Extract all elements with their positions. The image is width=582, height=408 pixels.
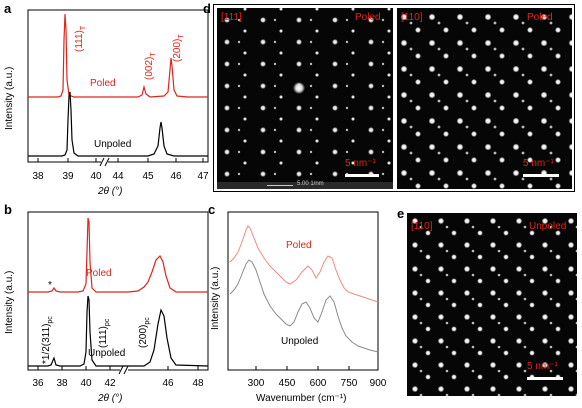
panel-d-left-scalebar xyxy=(345,174,379,177)
panel-d-right-state: Poled xyxy=(527,12,553,23)
panel-b-axis-break xyxy=(118,365,124,375)
panel-b-star: * xyxy=(48,280,52,291)
panel-a-xtick: 38 xyxy=(32,171,44,182)
panel-c-ylabel: Intensity (a.u.) xyxy=(210,266,221,330)
panel-a-label: a xyxy=(4,1,12,16)
panel-e-spots xyxy=(407,213,577,396)
panel-b-poled-label: Poled xyxy=(86,268,112,279)
panel-a-axis-break xyxy=(104,157,110,167)
panel-b-axis-break xyxy=(123,365,129,375)
panel-a-peak-111: (111)T xyxy=(74,25,87,52)
panel-b-peak-200: (200)pc xyxy=(138,317,151,348)
panel-b-xtick: 42 xyxy=(104,378,116,389)
panel-a-axis-break-gap xyxy=(101,159,108,165)
panel-c-xtick: 450 xyxy=(278,378,296,389)
panel-d-left-state: Poled xyxy=(355,12,381,23)
panel-a-unpoled-label: Unpoled xyxy=(94,139,132,150)
panel-b-frame xyxy=(27,211,209,371)
panel-d-right-scalebar-label: 5 nm⁻¹ xyxy=(523,158,554,169)
panel-b-unpoled-trace xyxy=(28,295,209,367)
panel-d-right-scalebar xyxy=(523,174,559,177)
panel-d-right-spots xyxy=(397,8,572,189)
panel-d-left-spots xyxy=(217,8,393,189)
panel-d-left-scalebar-label: 5 nm⁻¹ xyxy=(345,158,376,169)
panel-a-poled-label: Poled xyxy=(90,78,116,89)
panel-e-label: e xyxy=(397,206,405,221)
panel-a-xtick: 45 xyxy=(142,171,154,182)
panel-c-ticks xyxy=(255,366,379,370)
panel-e-zone: [110] xyxy=(411,221,433,232)
panel-c-frame xyxy=(227,211,379,371)
panel-a-unpoled-trace xyxy=(28,91,208,157)
panel-c-xtick: 300 xyxy=(247,378,265,389)
panel-a-xtick: 40 xyxy=(90,171,102,182)
panel-d-microscope-scale-label: 5.00 1/nm xyxy=(297,181,324,187)
panel-d-diffraction-left: [111] Poled 5 nm⁻¹ 5.00 1/nm xyxy=(217,8,393,189)
panel-b-xtick: 46 xyxy=(162,378,174,389)
panel-c-poled-trace xyxy=(229,225,379,303)
panel-d-frame xyxy=(213,4,575,192)
panel-b-peak-311: *1/2(311)pc xyxy=(41,316,54,364)
panel-a-xlabel: 2θ (°) xyxy=(98,186,123,197)
panel-b-xtick: 38 xyxy=(56,378,68,389)
panel-a-axis-break xyxy=(99,157,105,167)
panel-d-left-zone: [111] xyxy=(221,12,242,23)
panel-b-poled-trace xyxy=(28,217,208,293)
panel-a-xtick: 46 xyxy=(170,171,182,182)
panel-c-unpoled-trace xyxy=(229,259,379,353)
panel-e-state: Unpoled xyxy=(529,221,567,232)
panel-c-unpoled-label: Unpoled xyxy=(281,336,319,347)
panel-e-diffraction: [110] Unpoled 5 nm⁻¹ xyxy=(407,213,577,396)
panel-e-scalebar xyxy=(527,377,563,380)
panel-d-microscope-scale: 5.00 1/nm xyxy=(217,181,393,189)
panel-b-peak-111: (111)pc xyxy=(98,318,111,348)
panel-d-label: d xyxy=(203,1,211,16)
panel-b-plot xyxy=(27,211,209,375)
panel-b-axis-break-gap xyxy=(120,367,128,373)
panel-c-label: c xyxy=(208,202,216,217)
panel-b-xtick: 36 xyxy=(32,378,44,389)
panel-c-xtick: 600 xyxy=(309,378,327,389)
panel-b-xtick: 40 xyxy=(80,378,92,389)
panel-a-xtick: 47 xyxy=(197,171,209,182)
panel-d-diffraction-right: [110] Poled 5 nm⁻¹ xyxy=(397,8,572,189)
panel-a-xtick: 44 xyxy=(112,171,124,182)
panel-b-unpoled-label: Unpoled xyxy=(88,348,126,359)
panel-c-xlabel: Wavenumber (cm⁻¹) xyxy=(256,393,347,404)
panel-b-ticks xyxy=(37,366,199,370)
panel-d-right-zone: [110] xyxy=(401,12,423,23)
panel-b-xtick: 48 xyxy=(192,378,204,389)
panel-a-xtick: 39 xyxy=(62,171,74,182)
panel-b-xlabel: 2θ (°) xyxy=(98,393,123,404)
panel-c-plot xyxy=(227,211,379,371)
panel-a-plot xyxy=(27,9,209,167)
panel-b-ylabel: Intensity (a.u.) xyxy=(4,270,15,334)
panel-e-scalebar-label: 5 nm⁻¹ xyxy=(527,361,558,372)
panel-a-ticks xyxy=(37,158,204,162)
panel-a-peak-200: (200)T xyxy=(172,34,185,62)
panel-c-xtick: 900 xyxy=(369,378,387,389)
panel-a-ylabel: Intensity (a.u.) xyxy=(4,66,15,130)
panel-c-poled-label: Poled xyxy=(286,240,312,251)
panel-c-xtick: 750 xyxy=(340,378,358,389)
panel-a-peak-002: (002)T xyxy=(144,52,157,80)
panel-d-microscope-scale-line xyxy=(267,185,293,186)
panel-b-label: b xyxy=(4,202,12,217)
panel-a-poled-trace xyxy=(28,13,208,98)
